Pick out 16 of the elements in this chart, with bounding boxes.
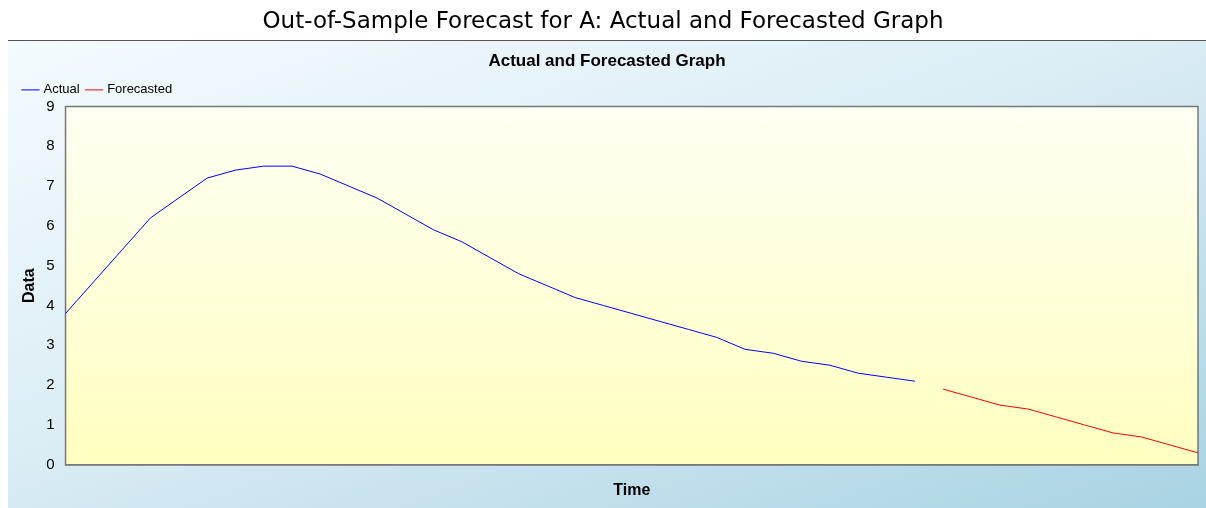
chart-title: Out-of-Sample Forecast for A: Actual and Forecasted Graph xyxy=(261,6,945,35)
y-tick-label: 0 xyxy=(46,454,55,472)
y-tick-label: 3 xyxy=(46,335,55,353)
legend-label: Forecasted xyxy=(107,81,173,97)
y-tick-label: 9 xyxy=(46,96,55,114)
y-tick-label: 8 xyxy=(46,136,55,154)
y-tick-label: 4 xyxy=(46,295,55,313)
y-tick-label: 1 xyxy=(46,415,55,433)
x-axis-title: Time xyxy=(613,480,651,498)
y-tick-label: 5 xyxy=(46,255,55,273)
chart-subtitle: Actual and Forecasted Graph xyxy=(488,50,726,70)
y-axis-title: Data xyxy=(20,268,38,303)
y-tick-label: 7 xyxy=(46,176,55,194)
y-tick-label: 6 xyxy=(46,216,55,234)
legend-label: Actual xyxy=(43,81,80,97)
y-tick-label: 2 xyxy=(46,375,55,393)
